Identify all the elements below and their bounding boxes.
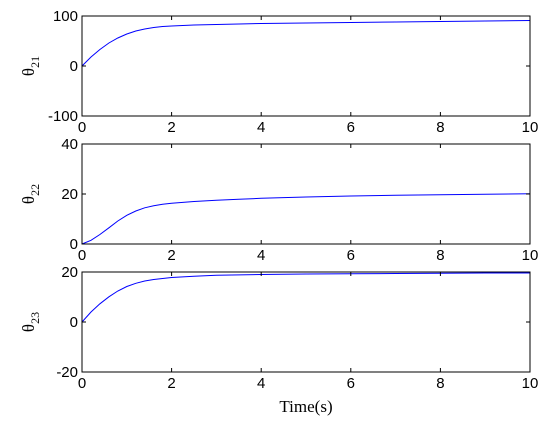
y-axis-label: θ23 bbox=[19, 312, 42, 332]
x-tick-label: 10 bbox=[522, 119, 539, 136]
x-tick-label: 8 bbox=[436, 375, 444, 392]
y-axis-label: θ22 bbox=[19, 184, 42, 204]
x-tick-label: 0 bbox=[78, 375, 86, 392]
x-tick-label: 4 bbox=[257, 247, 265, 264]
subplot-2: 0 2 4 6 8 10 0 20 40 θ22 bbox=[19, 136, 538, 264]
x-tick-label: 4 bbox=[257, 119, 265, 136]
y-axis-label-symbol: θ bbox=[19, 196, 38, 204]
x-tick-label: 6 bbox=[347, 247, 355, 264]
x-tick-label: 2 bbox=[167, 375, 175, 392]
series-line-1 bbox=[81, 20, 531, 67]
axes-box bbox=[81, 143, 531, 245]
y-axis-label-subscript: 21 bbox=[28, 56, 42, 68]
y-tick-label: -100 bbox=[48, 108, 78, 125]
x-tick-label: 10 bbox=[522, 375, 539, 392]
x-tick-label: 8 bbox=[436, 119, 444, 136]
y-axis-label-symbol: θ bbox=[19, 324, 38, 332]
y-axis-label-subscript: 23 bbox=[28, 312, 42, 324]
y-tick-label: 20 bbox=[61, 186, 78, 203]
y-axis-label-symbol: θ bbox=[19, 68, 38, 76]
y-tick-label: 20 bbox=[61, 264, 78, 281]
x-axis-label: Time(s) bbox=[279, 397, 332, 416]
x-tick-label: 6 bbox=[347, 375, 355, 392]
x-tick-label: 10 bbox=[522, 247, 539, 264]
x-tick-label: 0 bbox=[78, 119, 86, 136]
y-tick-label: 0 bbox=[70, 58, 78, 75]
series-line-1 bbox=[81, 193, 531, 245]
y-tick-label: 100 bbox=[53, 8, 78, 25]
axes-box bbox=[81, 15, 531, 117]
y-tick-label: 40 bbox=[61, 136, 78, 153]
x-tick-label: 4 bbox=[257, 375, 265, 392]
y-tick-label: -20 bbox=[56, 364, 78, 381]
y-axis-label: θ21 bbox=[19, 56, 42, 76]
x-tick-label: 6 bbox=[347, 119, 355, 136]
x-tick-label: 8 bbox=[436, 247, 444, 264]
y-axis-label-subscript: 22 bbox=[28, 184, 42, 196]
x-tick-label: 0 bbox=[78, 247, 86, 264]
axes-box bbox=[81, 271, 531, 373]
x-tick-label: 2 bbox=[167, 119, 175, 136]
y-tick-label: 0 bbox=[70, 236, 78, 253]
x-tick-label: 2 bbox=[167, 247, 175, 264]
y-tick-label: 0 bbox=[70, 314, 78, 331]
series-line-1 bbox=[81, 272, 530, 323]
